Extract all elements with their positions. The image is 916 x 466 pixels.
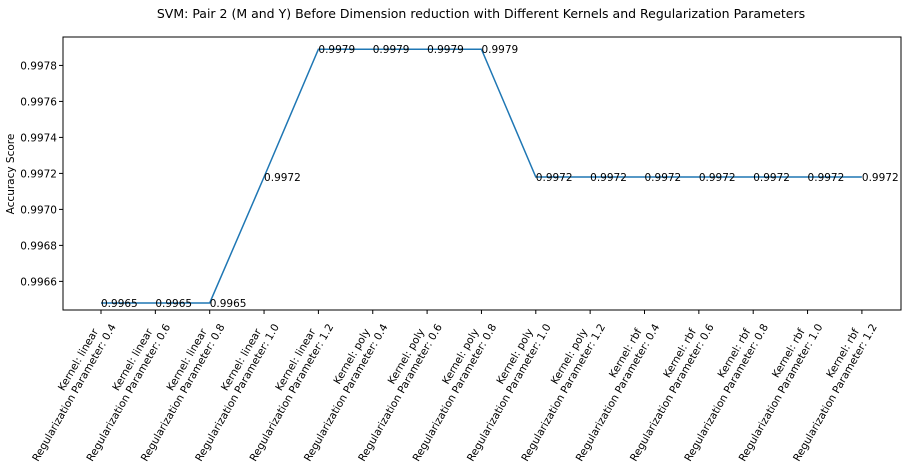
data-label: 0.9972 — [862, 172, 899, 184]
y-tick-label: 0.9970 — [20, 204, 57, 216]
data-label: 0.9972 — [264, 172, 301, 184]
data-label: 0.9979 — [373, 44, 410, 56]
data-label: 0.9972 — [590, 172, 627, 184]
series-line — [101, 48, 862, 304]
data-label: 0.9972 — [753, 172, 790, 184]
data-label: 0.9965 — [210, 298, 247, 310]
chart-title: SVM: Pair 2 (M and Y) Before Dimension r… — [157, 6, 805, 21]
data-label: 0.9979 — [481, 44, 518, 56]
y-tick-label: 0.9978 — [20, 60, 57, 72]
data-label: 0.9972 — [536, 172, 573, 184]
data-label: 0.9979 — [427, 44, 464, 56]
data-label: 0.9972 — [808, 172, 845, 184]
y-tick-label: 0.9974 — [20, 132, 57, 144]
data-label: 0.9972 — [699, 172, 736, 184]
data-label: 0.9965 — [155, 298, 192, 310]
y-axis-label: Accuracy Score — [5, 134, 17, 215]
data-label: 0.9972 — [645, 172, 682, 184]
y-tick-label: 0.9966 — [20, 276, 57, 288]
plot-area: 0.9966 0.9968 0.9970 0.9972 0.9974 0.9976 0.99… — [20, 36, 902, 464]
y-tick-label: 0.9968 — [20, 240, 57, 252]
y-tick-label: 0.9976 — [20, 96, 57, 108]
data-label: 0.9965 — [101, 298, 138, 310]
data-label: 0.9979 — [318, 44, 355, 56]
y-tick-label: 0.9972 — [20, 168, 57, 180]
